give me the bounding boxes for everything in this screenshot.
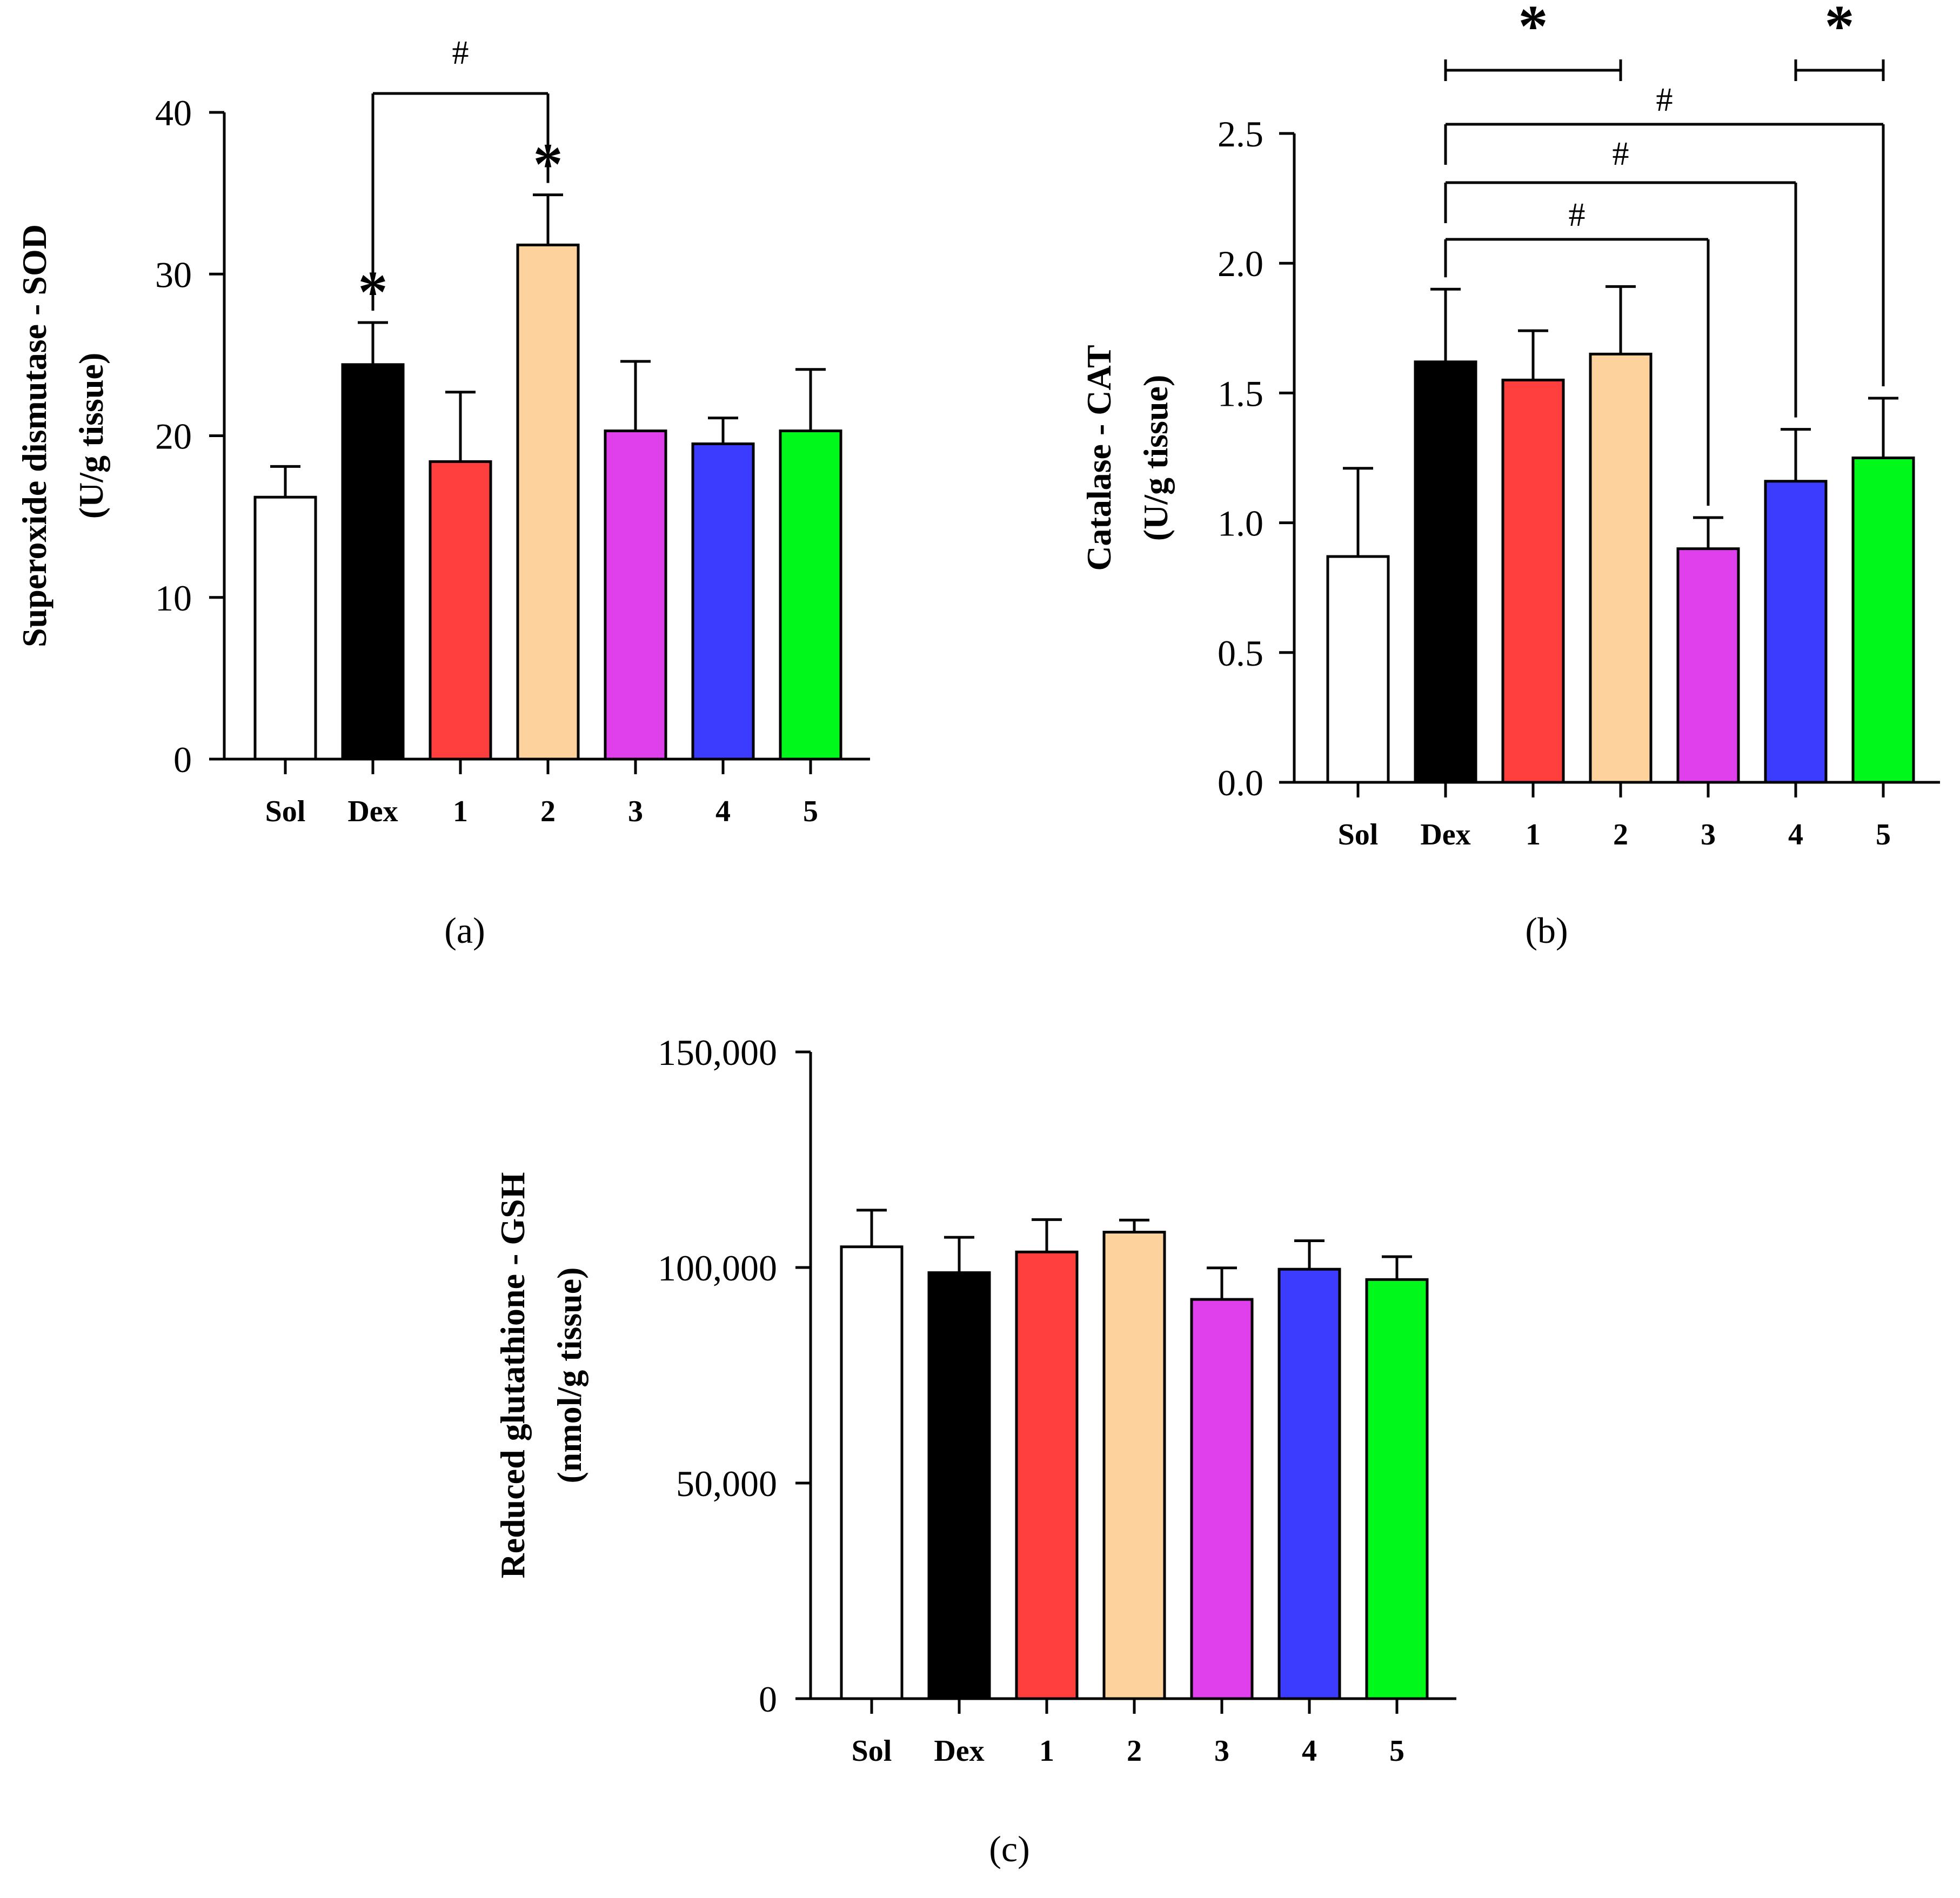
y-tick-label: 0.5 bbox=[1218, 633, 1263, 674]
bar-dex bbox=[1414, 360, 1477, 784]
chart-panel-b: 0.0 0.5 1.0 1.5 2.0 2.5 Sol Dex 1 2 3 4 5 * * # # # Catala… bbox=[1080, 0, 1940, 951]
y-tick-label: 150,000 bbox=[658, 1032, 777, 1073]
y-tick-label: 0 bbox=[759, 1679, 777, 1720]
x-tick-label: Dex bbox=[347, 795, 398, 828]
x-tick-label: 1 bbox=[453, 795, 468, 828]
x-tick-label: Dex bbox=[1420, 818, 1470, 851]
bracket-symbol: * bbox=[1825, 0, 1855, 59]
bar-sol bbox=[840, 1245, 904, 1700]
y-tick-label: 20 bbox=[155, 416, 192, 457]
panel-label: (b) bbox=[1525, 910, 1568, 951]
bar-5 bbox=[1851, 457, 1915, 784]
bar-3 bbox=[1190, 1298, 1254, 1700]
x-tick-label: 3 bbox=[1701, 818, 1716, 851]
x-tick-label: 5 bbox=[803, 795, 818, 828]
x-tick-label: Sol bbox=[1338, 818, 1379, 851]
y-tick-label: 0 bbox=[173, 739, 192, 780]
x-tick-label: 5 bbox=[1389, 1734, 1404, 1768]
x-tick-label: 5 bbox=[1876, 818, 1891, 851]
x-tick-label: Sol bbox=[852, 1734, 892, 1768]
x-tick-label: 2 bbox=[1613, 818, 1628, 851]
bracket-symbol: # bbox=[1656, 82, 1673, 118]
bar-1 bbox=[429, 460, 492, 761]
y-axis-title: Superoxide dismutase - SOD bbox=[15, 224, 53, 647]
y-tick-label: 0.0 bbox=[1218, 762, 1263, 803]
bar-dex bbox=[927, 1271, 991, 1700]
x-tick-label: Sol bbox=[265, 795, 306, 828]
x-tick-label: Dex bbox=[934, 1734, 984, 1768]
bar-4 bbox=[1764, 480, 1828, 784]
bar-1 bbox=[1501, 378, 1565, 784]
x-tick-label: 2 bbox=[1127, 1734, 1142, 1768]
chart-panel-c: 0 50,000 100,000 150,000 Sol Dex 1 2 3 4 5 Reduced … bbox=[493, 1032, 1456, 1869]
x-tick-label: 4 bbox=[1788, 818, 1803, 851]
x-tick-label: 4 bbox=[1302, 1734, 1317, 1768]
panel-label: (c) bbox=[989, 1828, 1029, 1869]
bar-5 bbox=[1365, 1278, 1429, 1700]
y-axis-unit: (U/g tissue) bbox=[72, 353, 110, 519]
y-tick-label: 1.5 bbox=[1218, 373, 1263, 414]
y-tick-label: 30 bbox=[155, 254, 192, 295]
y-tick-label: 10 bbox=[155, 578, 192, 619]
y-tick-label: 100,000 bbox=[658, 1248, 777, 1289]
y-tick-label: 50,000 bbox=[676, 1463, 777, 1504]
bar-sol bbox=[1326, 555, 1390, 784]
y-tick-label: 2.5 bbox=[1218, 113, 1263, 155]
x-tick-label: 1 bbox=[1526, 818, 1541, 851]
bracket-symbol: # bbox=[1569, 197, 1586, 233]
x-tick-label: 3 bbox=[628, 795, 643, 828]
bracket-symbol: # bbox=[452, 35, 469, 71]
bar-5 bbox=[779, 430, 842, 761]
x-tick-label: 3 bbox=[1214, 1734, 1229, 1768]
bar-sol bbox=[253, 495, 317, 761]
bar-1 bbox=[1015, 1250, 1079, 1700]
bar-3 bbox=[604, 430, 667, 761]
x-tick-label: 1 bbox=[1039, 1734, 1054, 1768]
y-tick-label: 2.0 bbox=[1218, 243, 1263, 284]
y-axis-title: Reduced glutathione - GSH bbox=[493, 1172, 532, 1578]
bar-2 bbox=[516, 243, 580, 761]
bracket-symbol: * bbox=[1519, 0, 1548, 59]
y-tick-label: 40 bbox=[155, 92, 192, 133]
x-tick-label: 2 bbox=[540, 795, 556, 828]
y-axis-unit: (nmol/g tissue) bbox=[550, 1267, 588, 1484]
y-axis-unit: (U/g tissue) bbox=[1136, 375, 1175, 541]
bar-dex bbox=[341, 363, 405, 761]
bar-4 bbox=[1277, 1267, 1341, 1700]
y-tick-label: 1.0 bbox=[1218, 503, 1263, 544]
bar-4 bbox=[691, 442, 755, 761]
bar-2 bbox=[1589, 352, 1653, 784]
x-tick-label: 4 bbox=[715, 795, 731, 828]
y-axis-title: Catalase - CAT bbox=[1080, 345, 1118, 571]
bar-2 bbox=[1102, 1231, 1166, 1700]
panel-label: (a) bbox=[444, 910, 485, 951]
bar-3 bbox=[1676, 547, 1740, 784]
bracket-symbol: # bbox=[1613, 136, 1629, 172]
